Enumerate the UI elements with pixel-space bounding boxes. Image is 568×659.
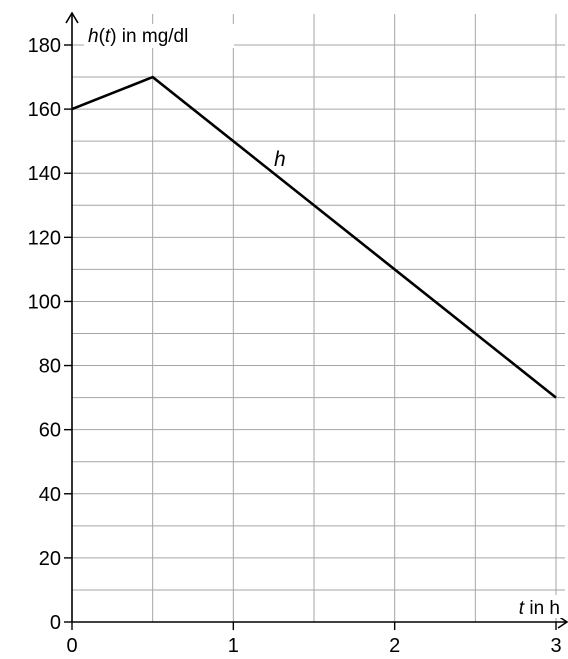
ticks: 0 20 40 60 80 100 120 140 160 180 0 1 2 3: [28, 35, 562, 657]
y-tick-label: 100: [28, 291, 61, 313]
series-line-h: [71, 75, 557, 399]
y-axis-title-background: [84, 24, 234, 48]
y-tick-label: 60: [39, 420, 61, 442]
series-label-h: h: [274, 148, 286, 171]
x-tick-label: 3: [550, 635, 561, 657]
y-tick-label: 20: [39, 548, 61, 570]
x-axis-title: t in h: [519, 598, 560, 619]
x-tick-label: 0: [66, 635, 77, 657]
x-tick-label: 2: [389, 635, 400, 657]
y-axis-title-unit: in mg/dl: [117, 26, 189, 47]
y-axis-title-func: h: [88, 26, 99, 47]
axes: [65, 11, 568, 629]
y-tick-label: 40: [39, 484, 61, 506]
y-axis-title: h(t) in mg/dl: [88, 26, 188, 47]
y-axis-title-close: ): [110, 26, 116, 47]
y-tick-label: 180: [28, 35, 61, 57]
y-tick-label: 140: [28, 163, 61, 185]
y-axis-title-open: (: [99, 26, 106, 47]
x-tick-label: 1: [228, 635, 239, 657]
y-axis-arrow: [65, 11, 79, 24]
y-tick-label: 80: [39, 356, 61, 378]
x-axis-title-background: [497, 595, 563, 618]
grid: [72, 14, 565, 622]
y-axis-title-var: t: [105, 26, 111, 47]
x-axis-title-var: t: [519, 598, 525, 619]
y-tick-label: 120: [28, 227, 61, 249]
y-tick-label: 160: [28, 99, 61, 121]
x-axis-title-unit: in h: [524, 598, 560, 619]
y-tick-label: 0: [50, 612, 61, 634]
series: [71, 75, 557, 399]
